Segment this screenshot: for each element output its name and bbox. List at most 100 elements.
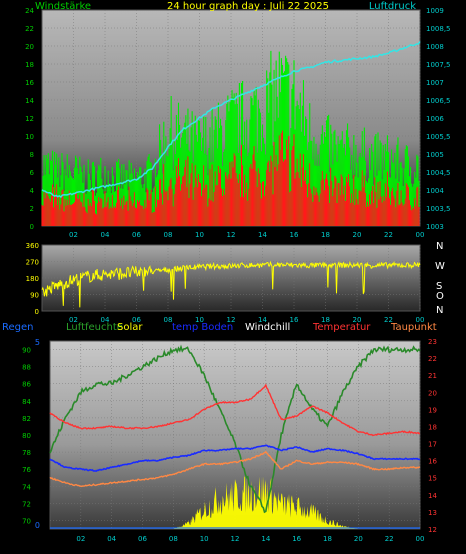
wind-tick-label: 8 (30, 151, 34, 159)
humidity-tick-label: 74 (22, 483, 31, 491)
wind-tick-label: 10 (25, 133, 34, 141)
wind-tick-label: 20 (25, 43, 34, 51)
wind-tick-label: 24 (25, 7, 34, 15)
direction-x-tick-label: 06 (132, 316, 141, 324)
temperature-tick-label: 16 (428, 458, 437, 466)
pressure-tick-label: 1004 (426, 187, 444, 195)
wind-x-tick-label: 04 (101, 231, 110, 239)
pressure-line (41, 41, 421, 199)
wind-tick-label: 22 (25, 25, 34, 33)
climate-x-tick-label: 06 (138, 535, 147, 543)
pressure-tick-label: 1007,5 (426, 61, 451, 69)
climate-x-tick-label: 02 (76, 535, 85, 543)
wind-tick-label: 6 (30, 169, 35, 177)
climate-x-tick-label: 14 (261, 535, 270, 543)
humidity-tick-label: 80 (22, 432, 31, 440)
wind-tick-label: 16 (25, 79, 34, 87)
wind-tick-label: 14 (25, 97, 34, 105)
direction-x-tick-label: 22 (384, 316, 393, 324)
wind-x-tick-label: 12 (227, 231, 236, 239)
pressure-tick-label: 1003,5 (426, 205, 451, 213)
wind-x-tick-label: 18 (321, 231, 330, 239)
legend-windchill: Windchill (245, 322, 290, 333)
wind-x-tick-label: 02 (69, 231, 78, 239)
pressure-tick-label: 1005,5 (426, 133, 451, 141)
temperature-tick-label: 12 (428, 526, 437, 534)
humidity-tick-label: 86 (22, 381, 31, 389)
humidity-tick-label: 82 (22, 415, 31, 423)
climate-x-tick-label: 18 (323, 535, 332, 543)
direction-x-tick-label: 00 (416, 316, 425, 324)
wind-x-tick-label: 16 (290, 231, 299, 239)
temperature-tick-label: 20 (428, 389, 437, 397)
humidity-tick-label: 78 (22, 449, 31, 457)
humidity-tick-label: 72 (22, 500, 31, 508)
pressure-tick-label: 1003 (426, 223, 444, 231)
direction-tick-label: 90 (30, 292, 39, 300)
temperature-tick-label: 13 (428, 509, 437, 517)
temperature-tick-label: 21 (428, 372, 437, 380)
humidity-tick-label: 70 (22, 517, 31, 525)
humidity-tick-label: 90 (22, 347, 31, 355)
direction-tick-label: 360 (26, 242, 39, 250)
wind-x-tick-label: 20 (353, 231, 362, 239)
pressure-tick-label: 1005 (426, 151, 444, 159)
pressure-tick-label: 1007 (426, 79, 444, 87)
direction-x-tick-label: 08 (164, 316, 173, 324)
humidity-tick-label: 76 (22, 466, 31, 474)
legend-temperature: Temperatur (312, 322, 371, 333)
pressure-axis-label: Luftdruck (369, 1, 416, 12)
legend-solar: Solar (117, 322, 143, 333)
temperature-tick-label: 15 (428, 475, 437, 483)
compass-n-top: N (436, 241, 443, 252)
solar-area (50, 476, 420, 529)
direction-x-tick-label: 18 (321, 316, 330, 324)
rain-axis-max: 5 (35, 338, 40, 347)
direction-x-tick-label: 02 (69, 316, 78, 324)
dewpoint-line (49, 450, 421, 488)
wind-tick-label: 2 (30, 205, 34, 213)
wind-axis-label: Windstärke (35, 1, 91, 12)
wind-tick-label: 0 (30, 223, 34, 231)
humidity-tick-label: 84 (22, 398, 31, 406)
wind-tick-label: 4 (30, 187, 35, 195)
pressure-tick-label: 1008,5 (426, 25, 451, 33)
direction-x-tick-label: 20 (353, 316, 362, 324)
temperature-tick-label: 18 (428, 423, 437, 431)
compass-n-bottom: N (436, 305, 443, 316)
climate-x-tick-label: 22 (385, 535, 394, 543)
wind-x-tick-label: 00 (416, 231, 425, 239)
climate-x-tick-label: 08 (169, 535, 178, 543)
wind-x-tick-label: 22 (384, 231, 393, 239)
direction-x-tick-label: 04 (101, 316, 110, 324)
wind-tick-label: 18 (25, 61, 34, 69)
wind-x-tick-label: 10 (195, 231, 204, 239)
pressure-tick-label: 1009 (426, 7, 444, 15)
direction-x-tick-label: 14 (258, 316, 267, 324)
direction-tick-label: 0 (35, 308, 39, 316)
temperature-line (49, 383, 421, 437)
temperature-tick-label: 19 (428, 406, 437, 414)
temperature-tick-label: 17 (428, 441, 437, 449)
wind-tick-label: 12 (25, 115, 34, 123)
ground-temperature-line (49, 444, 420, 472)
pressure-tick-label: 1006 (426, 115, 444, 123)
pressure-tick-label: 1008 (426, 43, 444, 51)
climate-x-tick-label: 20 (354, 535, 363, 543)
legend-temp-ground: temp Boden (172, 322, 233, 333)
wind-x-tick-label: 14 (258, 231, 267, 239)
climate-x-tick-label: 16 (292, 535, 301, 543)
wind-x-tick-label: 08 (164, 231, 173, 239)
direction-x-tick-label: 12 (227, 316, 236, 324)
direction-x-tick-label: 16 (290, 316, 299, 324)
compass-s: S (436, 281, 442, 292)
pressure-tick-label: 1004,5 (426, 169, 451, 177)
climate-x-tick-label: 04 (107, 535, 116, 543)
rain-axis-zero: 0 (35, 521, 40, 530)
legend-rain: Regen (2, 322, 34, 333)
legend-dewpoint: Taupunkt (390, 322, 437, 333)
legend-humidity: Luftfeuchte (66, 322, 123, 333)
compass-o: O (436, 291, 444, 302)
direction-tick-label: 180 (26, 275, 39, 283)
